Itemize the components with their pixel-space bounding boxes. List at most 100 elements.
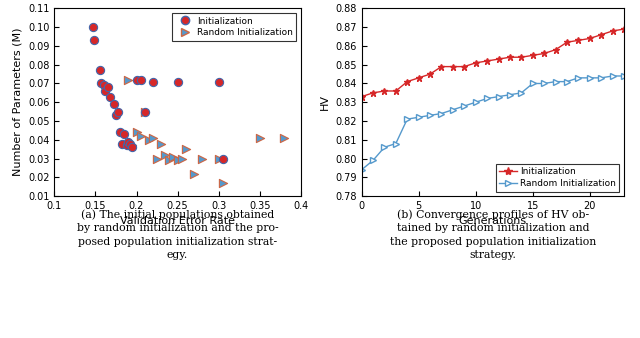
Random Initialization bbox=[136, 133, 146, 139]
Random Initialization bbox=[173, 158, 183, 163]
Initialization bbox=[540, 51, 548, 55]
Initialization bbox=[449, 65, 457, 69]
Random Initialization bbox=[381, 145, 388, 149]
Random Initialization bbox=[540, 81, 548, 86]
Random Initialization bbox=[563, 79, 571, 83]
Random Initialization bbox=[438, 112, 445, 116]
Random Initialization bbox=[369, 159, 377, 163]
Initialization bbox=[495, 57, 502, 61]
Initialization bbox=[140, 109, 150, 114]
Random Initialization bbox=[518, 91, 525, 95]
Random Initialization bbox=[460, 104, 468, 108]
Random Initialization bbox=[156, 141, 166, 146]
Random Initialization bbox=[392, 142, 399, 146]
Initialization bbox=[96, 81, 106, 86]
Initialization bbox=[89, 38, 99, 43]
Initialization bbox=[381, 89, 388, 93]
Random Initialization bbox=[586, 76, 594, 80]
Random Initialization bbox=[358, 168, 365, 172]
Initialization bbox=[552, 48, 559, 52]
Initialization bbox=[415, 76, 422, 80]
Random Initialization bbox=[218, 180, 228, 186]
Initialization bbox=[102, 84, 113, 90]
Initialization bbox=[392, 89, 399, 93]
Random Initialization bbox=[214, 156, 224, 161]
Random Initialization bbox=[197, 156, 207, 161]
Initialization bbox=[115, 129, 125, 135]
Initialization bbox=[173, 79, 183, 84]
Random Initialization bbox=[144, 137, 154, 143]
Initialization bbox=[506, 55, 514, 59]
Initialization bbox=[123, 139, 134, 144]
Initialization bbox=[214, 79, 224, 84]
Random Initialization bbox=[127, 143, 138, 148]
Initialization bbox=[575, 38, 582, 42]
Initialization bbox=[113, 109, 124, 114]
Initialization bbox=[116, 141, 127, 146]
Random Initialization bbox=[279, 135, 289, 141]
Random Initialization bbox=[189, 171, 199, 176]
X-axis label: Validation Error Rate: Validation Error Rate bbox=[120, 216, 235, 226]
Line: Initialization: Initialization bbox=[358, 26, 627, 100]
Random Initialization bbox=[148, 135, 158, 141]
Initialization bbox=[369, 91, 377, 95]
Initialization bbox=[105, 94, 115, 99]
Initialization bbox=[438, 65, 445, 69]
Initialization bbox=[403, 79, 411, 83]
Random Initialization bbox=[160, 152, 170, 158]
Initialization bbox=[136, 77, 146, 82]
Initialization bbox=[597, 33, 605, 37]
X-axis label: Generations: Generations bbox=[459, 216, 527, 226]
Initialization bbox=[620, 27, 628, 31]
Initialization bbox=[518, 55, 525, 59]
Random Initialization bbox=[597, 76, 605, 80]
Y-axis label: Number of Parameters (M): Number of Parameters (M) bbox=[13, 28, 22, 176]
Random Initialization bbox=[168, 154, 179, 159]
Random Initialization bbox=[575, 76, 582, 80]
Random Initialization bbox=[609, 74, 616, 78]
Initialization bbox=[131, 77, 141, 82]
Initialization bbox=[529, 53, 536, 57]
Random Initialization bbox=[449, 108, 457, 112]
Random Initialization bbox=[552, 79, 559, 83]
Initialization bbox=[563, 40, 571, 44]
Initialization bbox=[586, 37, 594, 41]
Random Initialization bbox=[506, 93, 514, 97]
Random Initialization bbox=[403, 117, 411, 121]
Initialization bbox=[609, 29, 616, 33]
Initialization bbox=[125, 141, 135, 146]
Initialization bbox=[99, 83, 109, 88]
Random Initialization bbox=[495, 95, 502, 99]
Initialization bbox=[100, 88, 111, 94]
Random Initialization bbox=[415, 115, 422, 119]
Random Initialization bbox=[123, 77, 134, 82]
Initialization bbox=[122, 143, 132, 148]
Initialization bbox=[127, 145, 138, 150]
Initialization bbox=[119, 131, 129, 137]
Initialization bbox=[358, 95, 365, 99]
Y-axis label: HV: HV bbox=[320, 94, 330, 110]
Initialization bbox=[218, 156, 228, 161]
Initialization bbox=[426, 72, 434, 76]
Legend: Initialization, Random Initialization: Initialization, Random Initialization bbox=[172, 13, 296, 41]
Random Initialization bbox=[180, 146, 191, 152]
Random Initialization bbox=[164, 158, 175, 163]
Initialization bbox=[108, 101, 118, 107]
Random Initialization bbox=[177, 156, 187, 161]
Initialization bbox=[460, 65, 468, 69]
Text: (a) The initial populations obtained
by random initialization and the pro-
posed: (a) The initial populations obtained by … bbox=[77, 210, 278, 260]
Text: (b) Convergence profiles of HV ob-
tained by random initialization and
the propo: (b) Convergence profiles of HV ob- taine… bbox=[390, 210, 596, 260]
Initialization bbox=[483, 59, 491, 63]
Random Initialization bbox=[255, 135, 265, 141]
Random Initialization bbox=[426, 113, 434, 117]
Random Initialization bbox=[140, 109, 150, 114]
Initialization bbox=[95, 68, 105, 73]
Initialization bbox=[472, 61, 479, 65]
Initialization bbox=[148, 79, 158, 84]
Initialization bbox=[88, 24, 98, 30]
Random Initialization bbox=[472, 100, 479, 104]
Legend: Initialization, Random Initialization: Initialization, Random Initialization bbox=[495, 164, 620, 192]
Random Initialization bbox=[483, 96, 491, 100]
Random Initialization bbox=[152, 156, 162, 161]
Line: Random Initialization: Random Initialization bbox=[359, 73, 627, 173]
